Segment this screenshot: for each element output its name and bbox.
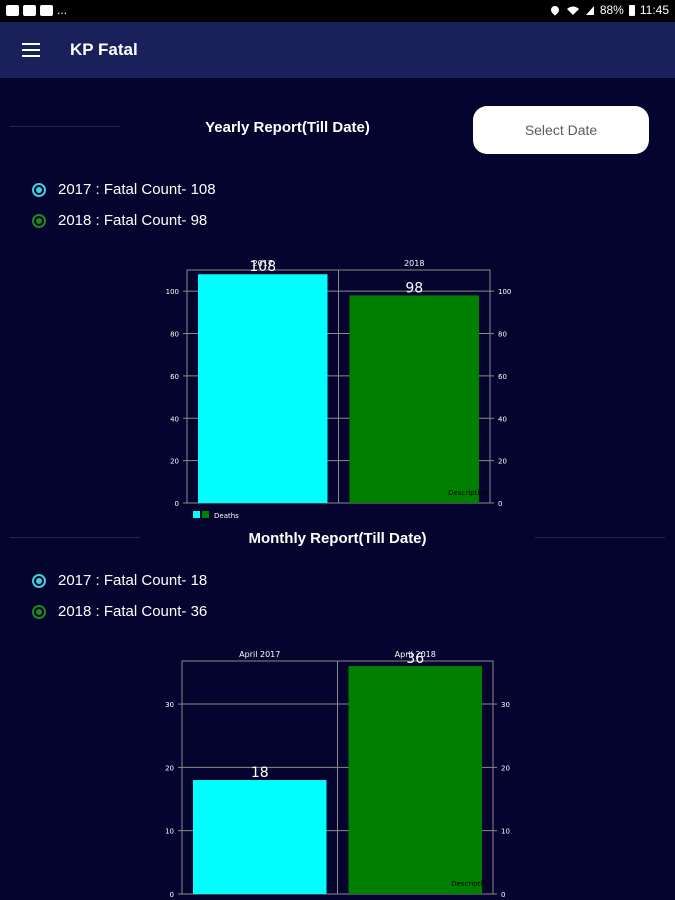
chart-y-tick-label-right: 30 [501,701,510,709]
more-notifications-text: ... [57,3,68,17]
chart-y-tick-label-left: 20 [170,458,179,466]
chart-y-tick-label-left: 30 [165,701,174,709]
chart-bar-value-label: 18 [251,765,269,781]
monthly-report-title: Monthly Report(Till Date) [248,530,427,547]
monthly-divider-left [10,537,140,538]
chart-y-tick-label-left: 40 [170,415,179,423]
chart-bar [348,666,482,894]
chart-bar [349,295,479,503]
chart-y-tick-label-right: 10 [501,828,510,836]
chart-category-label: 2017 [253,259,273,268]
yearly-report-title: Yearly Report(Till Date) [205,119,370,136]
chart-y-tick-label-right: 80 [498,331,507,339]
chart-legend-label: Deaths [214,512,239,520]
yearly-divider [10,126,120,127]
chart-category-label: April 2017 [239,650,280,659]
signal-icon [585,5,594,15]
monthly-legend-label-2018: 2018 : Fatal Count- 36 [58,603,208,620]
yearly-legend-label-2017: 2017 : Fatal Count- 108 [58,181,216,198]
hamburger-menu-icon[interactable] [20,39,42,61]
chart-y-tick-label-right: 100 [498,288,511,296]
wifi-icon [566,6,579,15]
chart-y-tick-label-left: 100 [166,288,179,296]
radio-dot-icon [32,182,46,197]
chart-y-tick-label-left: 80 [170,331,179,339]
monthly-legend-item-2018[interactable]: 2018 : Fatal Count- 36 [32,603,207,620]
monthly-divider-right [535,537,665,538]
chart-bar-value-label: 108 [249,259,276,275]
battery-icon [628,4,635,16]
chart-y-tick-label-left: 0 [170,891,174,899]
battery-percent: 88% [599,3,624,17]
yearly-legend-item-2017[interactable]: 2017 : Fatal Count- 108 [32,181,216,198]
chart-bar-value-label: 36 [406,651,424,667]
mail-notification-icon [40,4,53,16]
status-left: ... [6,3,67,17]
chart-y-tick-label-right: 20 [498,458,507,466]
chart-bar-value-label: 98 [405,280,423,296]
select-date-button[interactable]: Select Date [473,106,649,154]
yearly-legend-label-2018: 2018 : Fatal Count- 98 [58,212,208,229]
monthly-legend-item-2017[interactable]: 2017 : Fatal Count- 18 [32,572,207,589]
status-right: 88% 11:45 [549,3,669,17]
app-bar: KP Fatal [0,22,675,78]
chart-y-tick-label-left: 0 [175,500,179,508]
chart-bar [198,274,328,503]
gallery-notification-icon [6,4,19,16]
chart-bar [193,780,327,894]
monthly-legend-label-2017: 2017 : Fatal Count- 18 [58,572,208,589]
photo-notification-icon [23,4,36,16]
status-bar: ... 88% 11:45 [0,0,675,22]
yearly-legend-item-2018[interactable]: 2018 : Fatal Count- 98 [32,212,207,229]
chart-y-tick-label-left: 10 [165,828,174,836]
chart-description-label: Description [448,489,488,497]
chart-y-tick-label-left: 60 [170,373,179,381]
radio-dot-icon [32,573,46,588]
chart-category-label: April 2018 [395,650,436,659]
chart-y-tick-label-right: 0 [501,891,505,899]
chart-legend-swatch [193,511,200,518]
app-title: KP Fatal [70,40,138,59]
chart-y-tick-label-right: 0 [498,500,502,508]
radio-dot-icon [32,213,46,228]
chart-category-label: 2018 [404,259,424,268]
chart-y-tick-label-right: 20 [501,764,510,772]
chart-y-tick-label-left: 20 [165,764,174,772]
radio-dot-icon [32,604,46,619]
chart-description-label: Description [451,880,491,888]
clock-time: 11:45 [639,3,669,17]
chart-y-tick-label-right: 60 [498,373,507,381]
chart-y-tick-label-right: 40 [498,415,507,423]
chart-legend-swatch [202,511,209,518]
